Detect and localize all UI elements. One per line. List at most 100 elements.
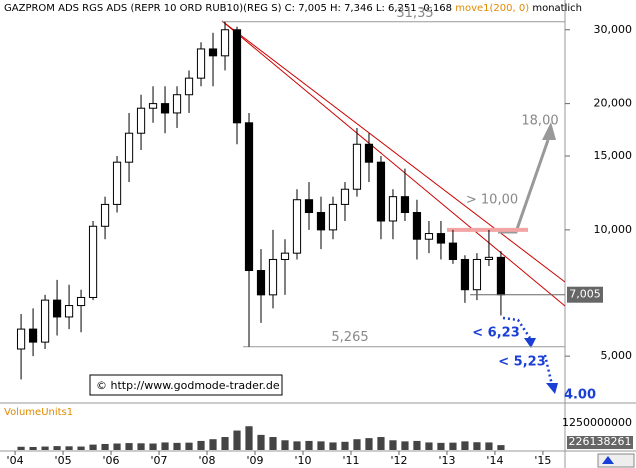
candle-body — [52, 299, 62, 318]
candle-body — [16, 328, 26, 350]
candle-body — [160, 103, 170, 114]
annotation: > 10,00 — [466, 192, 518, 207]
candle-body — [496, 256, 506, 296]
y-tick-label: 20,000 — [594, 97, 633, 110]
volume-bar — [425, 442, 433, 450]
annotation: 5,265 — [331, 330, 368, 345]
volume-bar — [497, 445, 505, 450]
volume-bar — [221, 437, 229, 450]
copyright: © http://www.godmode-trader.de — [96, 379, 280, 392]
candle-body — [304, 199, 314, 214]
volume-bar — [29, 446, 37, 450]
volume-bar — [269, 437, 277, 450]
volume-bar — [377, 437, 385, 450]
volume-bar — [197, 440, 205, 450]
target-arrow — [498, 139, 550, 234]
volume-bar — [161, 442, 169, 450]
volume-bar — [77, 446, 85, 450]
y-tick-label: 5,000 — [601, 349, 633, 362]
x-tick-label: '05 — [55, 454, 72, 467]
volume-bar — [173, 442, 181, 450]
target-arrow — [502, 316, 532, 339]
candle-body — [76, 296, 86, 307]
candle-body — [280, 252, 290, 260]
arrow-head — [546, 383, 558, 394]
x-tick-label: '14 — [486, 454, 503, 467]
candle-body — [268, 258, 278, 296]
candle-body — [448, 242, 458, 260]
candle-body — [136, 107, 146, 134]
volume-bar — [281, 440, 289, 450]
header-title: GAZPROM ADS RGS ADS (REPR 10 ORD RUB10)(… — [4, 3, 452, 14]
candle-body — [292, 199, 302, 254]
candle-body — [124, 132, 134, 163]
icon — [597, 453, 635, 468]
candle-body — [412, 212, 422, 240]
x-tick-label: '09 — [246, 454, 263, 467]
candle-body — [232, 29, 242, 124]
candle-body — [244, 122, 254, 272]
volume-bar — [461, 441, 469, 450]
target-arrow — [543, 354, 554, 386]
candle-body — [172, 94, 182, 114]
candle-body — [208, 48, 218, 57]
candle-body — [256, 270, 266, 296]
x-tick-label: '11 — [342, 454, 359, 467]
header-title: GAZPROM ADS RGS ADS (REPR 10 ORD RUB10)(… — [4, 3, 582, 14]
candle-body — [424, 233, 434, 240]
volume-label: VolumeUnits1 — [4, 407, 73, 418]
volume-bar — [365, 438, 373, 450]
volume-bar — [437, 442, 445, 450]
volume-bar — [401, 441, 409, 450]
candle-body — [196, 48, 206, 79]
candle-body — [316, 212, 326, 231]
volume-tag — [567, 436, 633, 449]
x-tick-label: '06 — [103, 454, 120, 467]
x-tick-label: '13 — [438, 454, 455, 467]
trend-line — [221, 20, 566, 283]
candle-body — [376, 161, 386, 222]
annotation: < 5,23 — [498, 354, 546, 369]
volume-bar — [137, 443, 145, 450]
x-tick-label: '08 — [199, 454, 216, 467]
candle-body — [328, 203, 338, 231]
volume-bar — [449, 442, 457, 450]
volume-bar — [305, 440, 313, 450]
volume-bar — [149, 443, 157, 450]
candle-body — [220, 29, 230, 57]
arrow-head — [542, 122, 556, 140]
candle-body — [460, 258, 470, 291]
volume-bar — [353, 439, 361, 450]
y-tick-label: 15,000 — [594, 149, 633, 162]
copyright-box — [89, 374, 283, 396]
candle-body — [148, 103, 158, 109]
price-tag — [567, 286, 603, 303]
price-tag-label: 7,005 — [569, 288, 601, 301]
volume-bar — [245, 426, 253, 450]
candle-body — [436, 233, 446, 244]
y-tick-label: 30,000 — [594, 23, 633, 36]
x-tick-label: '07 — [151, 454, 168, 467]
candle-body — [28, 328, 38, 343]
annotation: < 6,23 — [472, 326, 520, 341]
candle-body — [340, 188, 350, 205]
candle-body — [112, 161, 122, 205]
volume-bar — [209, 439, 217, 450]
volume-tag-label: 226138261 — [569, 435, 632, 448]
candle-body — [40, 299, 50, 343]
volume-bar — [473, 442, 481, 450]
icon — [602, 456, 614, 464]
volume-bar — [185, 442, 193, 450]
volume-bar — [485, 442, 493, 450]
volume-bar — [317, 441, 325, 450]
trend-line — [221, 20, 566, 307]
volume-bar — [101, 443, 109, 450]
volume-bar — [125, 443, 133, 450]
volume-bar — [17, 446, 25, 450]
volume-tick-label: 1250000000 — [562, 416, 632, 429]
candle-body — [64, 305, 74, 318]
volume-bar — [329, 442, 337, 450]
volume-bar — [53, 446, 61, 450]
candle-body — [352, 143, 362, 190]
